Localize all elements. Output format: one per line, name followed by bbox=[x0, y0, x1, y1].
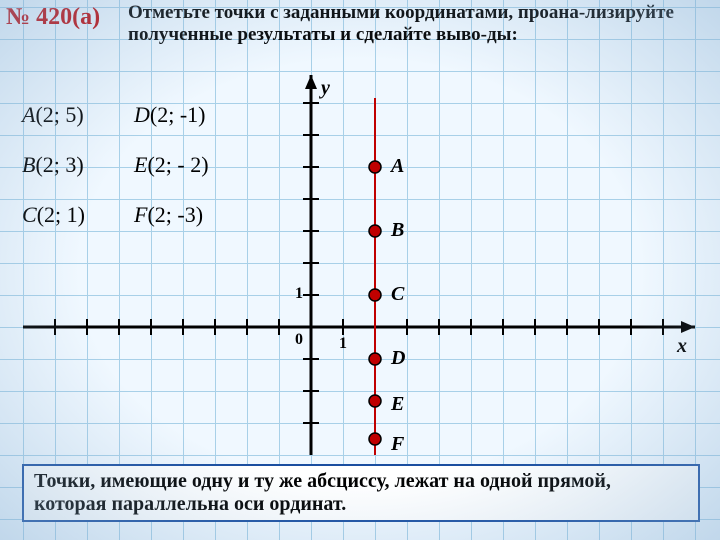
point-label-F: F bbox=[391, 433, 404, 456]
point-label-B: B bbox=[391, 219, 404, 242]
point-definition: E(2; - 2) bbox=[134, 152, 209, 178]
points-col-right: D(2; -1) E(2; - 2) F(2; -3) bbox=[134, 102, 209, 252]
point-label-D: D bbox=[391, 347, 405, 370]
exercise-number: № 420(а) bbox=[6, 4, 100, 31]
points-col-left: A(2; 5) B(2; 3) С(2; 1) bbox=[22, 102, 85, 252]
point-definition: D(2; -1) bbox=[134, 102, 209, 128]
origin-label: 0 bbox=[295, 331, 303, 349]
point-definition: A(2; 5) bbox=[22, 102, 85, 128]
task-text: Отметьте точки с заданными координатами,… bbox=[128, 2, 708, 46]
point-definition: F(2; -3) bbox=[134, 202, 209, 228]
conclusion-box: Точки, имеющие одну и ту же абсциссу, ле… bbox=[22, 464, 700, 522]
point-label-E: E bbox=[391, 393, 404, 416]
point-definition: B(2; 3) bbox=[22, 152, 85, 178]
point-definition: С(2; 1) bbox=[22, 202, 85, 228]
x-axis-label: x bbox=[677, 335, 687, 358]
x-one-label: 1 bbox=[339, 335, 347, 353]
y-axis-label: y bbox=[321, 77, 330, 100]
point-label-A: A bbox=[391, 155, 404, 178]
point-label-C: C bbox=[391, 283, 404, 306]
y-one-label: 1 bbox=[295, 285, 303, 303]
grid-background bbox=[0, 0, 720, 540]
